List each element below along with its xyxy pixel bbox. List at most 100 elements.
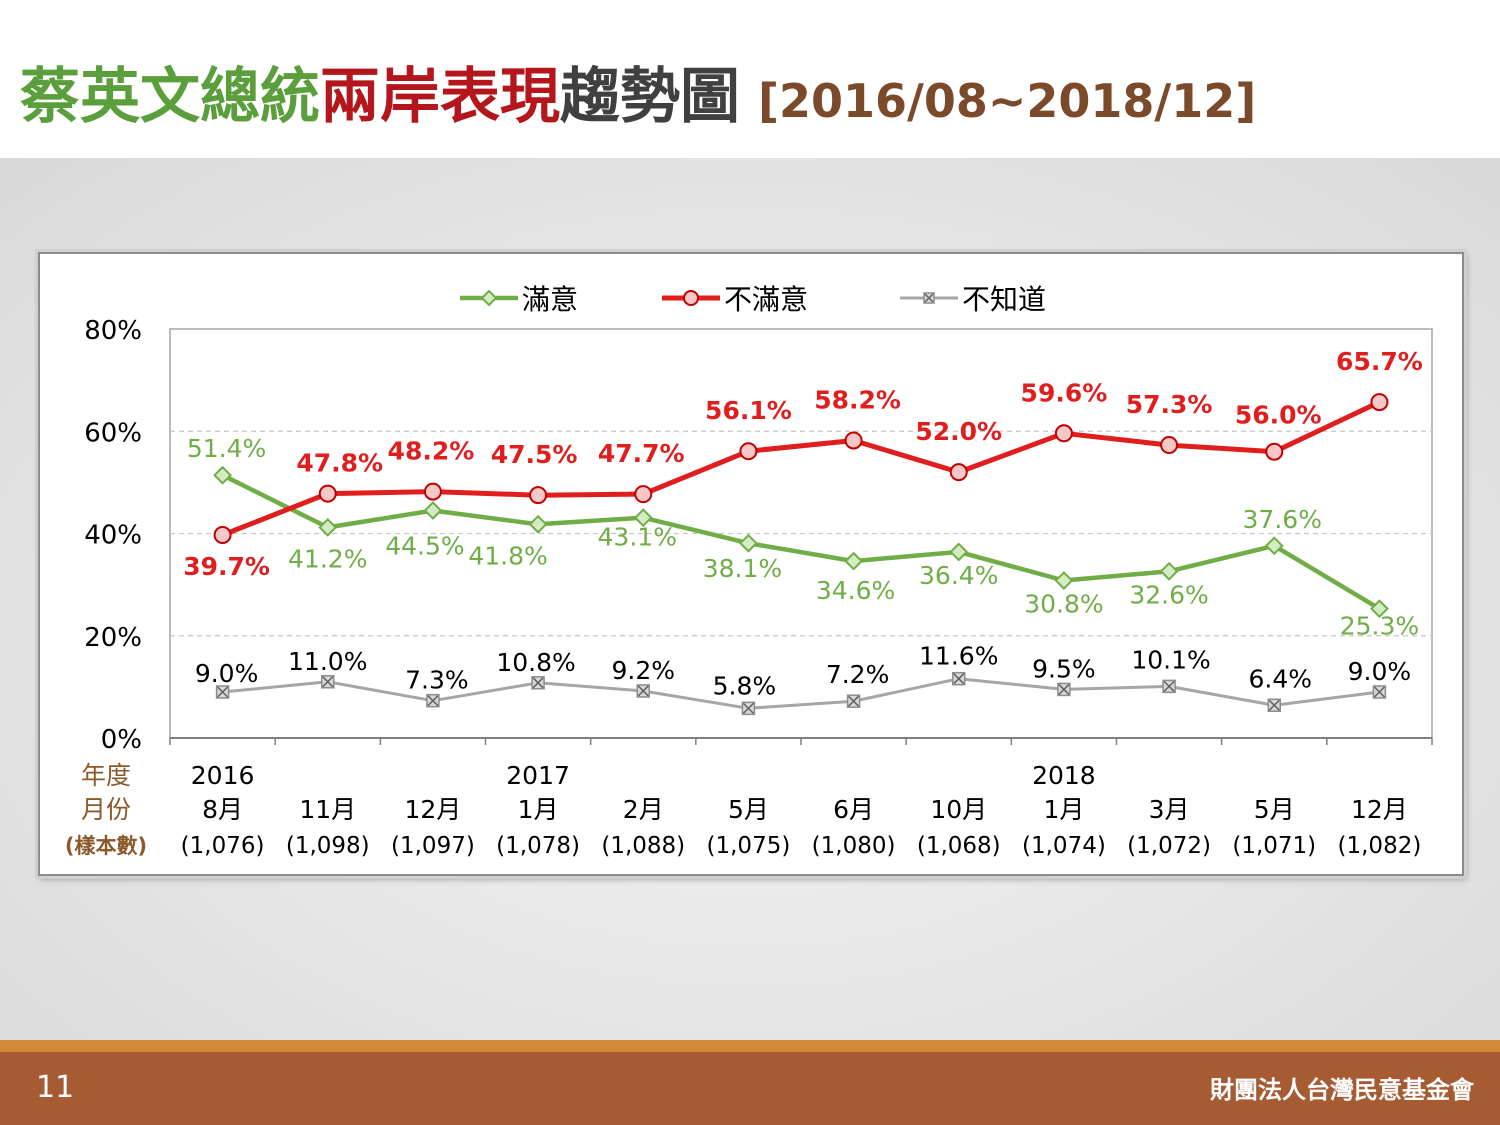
x-sample-label: (1,078): [496, 833, 580, 859]
data-label-unknown: 10.1%: [1131, 645, 1210, 674]
data-label-satisfied: 38.1%: [703, 554, 782, 583]
data-label-dissatisfied: 48.2%: [388, 437, 475, 466]
x-month-label: 8月: [202, 795, 243, 824]
data-label-satisfied: 32.6%: [1129, 580, 1208, 609]
data-label-dissatisfied: 57.3%: [1126, 390, 1213, 419]
data-label-satisfied: 30.8%: [1024, 590, 1103, 619]
x-month-label: 1月: [518, 795, 559, 824]
data-point-dissatisfied: [318, 484, 337, 503]
data-point-cross: [427, 695, 439, 707]
legend-label-unknown: 不知道: [962, 283, 1046, 316]
data-label-dissatisfied: 59.6%: [1021, 378, 1108, 407]
data-label-satisfied: 36.4%: [919, 561, 998, 590]
row-label-month: 月份: [81, 795, 131, 824]
x-month-label: 2月: [623, 795, 664, 824]
slide-title: 蔡英文總統兩岸表現趨勢圖 [2016/08~2018/12]: [20, 48, 1257, 132]
x-year-label: 2016: [191, 761, 255, 790]
data-point-satisfied: [1264, 536, 1284, 556]
x-month-label: 12月: [1351, 795, 1408, 824]
data-label-dissatisfied: 56.0%: [1235, 401, 1322, 430]
data-point-dissatisfied: [1265, 442, 1284, 461]
data-label-satisfied: 41.8%: [468, 541, 547, 570]
y-tick-label: 40%: [84, 521, 142, 551]
data-point-cross: [953, 673, 965, 685]
x-month-label: 12月: [405, 795, 462, 824]
chart-frame: 0% 20% 40% 60% 80% 年度 月份 (樣本數) 2016 2017 2018 8月 11月…: [38, 252, 1464, 876]
data-point-satisfied: [1159, 561, 1179, 581]
data-label-dissatisfied: 47.8%: [296, 449, 383, 478]
data-label-dissatisfied: 47.5%: [491, 440, 578, 469]
x-sample-label: (1,068): [917, 833, 1001, 859]
data-point-cross: [848, 695, 860, 707]
data-point-dissatisfied: [844, 431, 863, 450]
data-point-dissatisfied: [213, 526, 232, 545]
data-point-dissatisfied: [1160, 436, 1179, 455]
data-point-satisfied: [528, 514, 548, 534]
data-label-dissatisfied: 39.7%: [183, 552, 270, 581]
data-point-cross: [1058, 683, 1070, 695]
data-label-dissatisfied: 52.0%: [915, 417, 1002, 446]
y-tick-label: 20%: [84, 623, 142, 653]
x-year-label: 2017: [506, 761, 570, 790]
y-tick-label: 80%: [84, 316, 142, 346]
legend-marker-dissatisfied: [683, 290, 699, 306]
data-label-satisfied: 44.5%: [385, 531, 464, 560]
x-month-label: 6月: [833, 795, 874, 824]
data-label-satisfied: 34.6%: [816, 576, 895, 605]
x-month-label: 3月: [1149, 795, 1190, 824]
data-point-cross: [1268, 699, 1280, 711]
y-tick-label: 0%: [101, 725, 142, 755]
data-point-cross: [1163, 680, 1175, 692]
x-sample-label: (1,080): [812, 833, 896, 859]
x-sample-label: (1,072): [1127, 833, 1211, 859]
x-month-label: 11月: [299, 795, 356, 824]
data-label-unknown: 11.6%: [919, 642, 998, 671]
x-sample-label: (1,088): [601, 833, 685, 859]
data-point-dissatisfied: [949, 463, 968, 482]
data-label-unknown: 9.2%: [611, 656, 675, 685]
x-month-label: 5月: [728, 795, 769, 824]
data-label-satisfied: 37.6%: [1243, 505, 1322, 534]
data-point-dissatisfied: [739, 442, 758, 461]
data-point-cross: [532, 677, 544, 689]
data-label-dissatisfied: 65.7%: [1336, 347, 1423, 376]
data-point-dissatisfied: [634, 485, 653, 504]
x-sample-label: (1,071): [1232, 833, 1316, 859]
title-topic: 兩岸表現: [320, 62, 560, 132]
page-number: 11: [36, 1070, 75, 1105]
data-point-satisfied: [1054, 571, 1074, 590]
row-label-year: 年度: [81, 761, 131, 790]
data-point-satisfied: [423, 501, 443, 520]
data-point-dissatisfied: [423, 482, 442, 501]
row-label-sample: (樣本數): [65, 834, 147, 858]
legend-marker-cross: [924, 293, 934, 303]
title-date-range: [2016/08~2018/12]: [758, 74, 1257, 128]
y-tick-label: 60%: [84, 418, 142, 448]
data-label-unknown: 10.8%: [496, 648, 575, 677]
data-label-satisfied: 43.1%: [598, 523, 677, 552]
data-point-satisfied: [1370, 599, 1389, 619]
data-label-dissatisfied: 58.2%: [814, 385, 901, 414]
x-month-label: 10月: [930, 795, 987, 824]
data-point-dissatisfied: [1054, 424, 1073, 443]
data-label-dissatisfied: 47.7%: [598, 439, 685, 468]
series-line-unknown: [222, 677, 1380, 710]
title-chart-type: 趨勢圖: [560, 62, 740, 132]
data-label-unknown: 7.3%: [405, 666, 469, 695]
organization-name: 財團法人台灣民意基金會: [1210, 1076, 1474, 1104]
data-label-unknown: 6.4%: [1248, 664, 1312, 693]
x-month-label: 1月: [1043, 795, 1084, 824]
legend-label-dissatisfied: 不滿意: [724, 283, 808, 316]
data-label-unknown: 11.0%: [288, 647, 367, 676]
x-sample-label: (1,076): [181, 833, 265, 859]
data-label-unknown: 9.0%: [195, 659, 259, 688]
data-point-satisfied: [213, 465, 232, 485]
footer-bar: [0, 1052, 1500, 1125]
series-line-dissatisfied: [221, 399, 1381, 538]
data-point-cross: [322, 676, 334, 688]
title-name: 蔡英文總統: [20, 62, 320, 132]
x-month-label: 5月: [1254, 795, 1295, 824]
legend-marker-satisfied: [480, 289, 498, 307]
legend-label-satisfied: 滿意: [522, 283, 578, 316]
